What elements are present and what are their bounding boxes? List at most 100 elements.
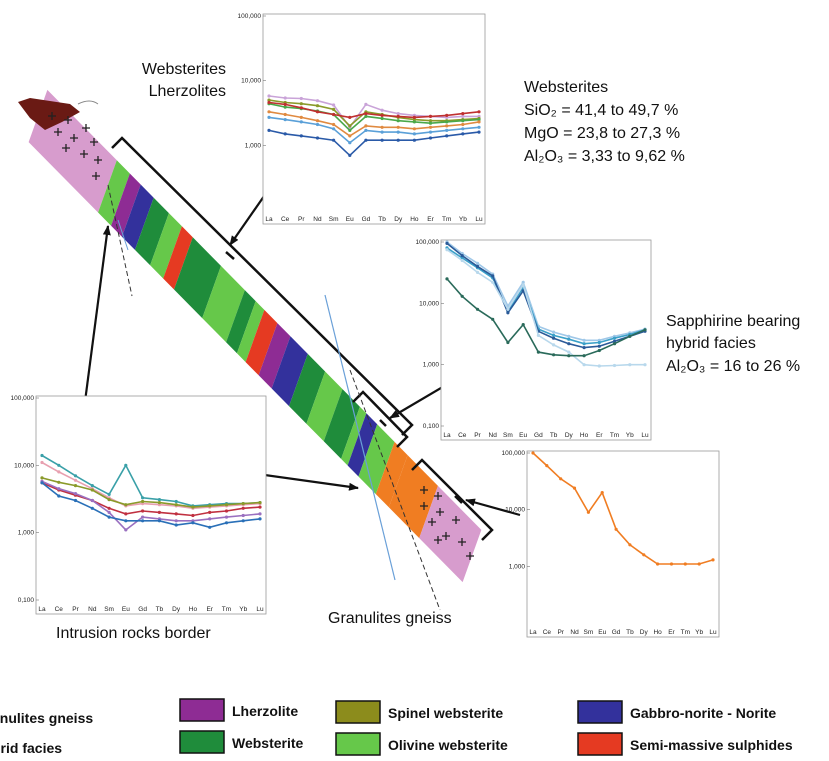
data-point — [445, 277, 449, 281]
data-point — [332, 138, 336, 142]
chart-granulites: 100,000 10,000 1,000 La Ce Pr Nd Sm Eu Gd Tb Dy Ho Er… — [502, 450, 720, 638]
cross-symbol — [420, 486, 428, 494]
data-point — [545, 464, 549, 468]
data-point — [597, 364, 601, 368]
band-section — [341, 406, 367, 466]
x-tick-label: Er — [596, 432, 603, 439]
data-point — [412, 132, 416, 136]
data-point — [597, 344, 601, 348]
annotations: Websterites Lherzolites Websterites SiO₂… — [56, 61, 800, 642]
data-point — [445, 248, 449, 252]
label-websterites-title: Websterites — [142, 61, 226, 78]
data-point — [582, 363, 586, 367]
x-tick-label: Eu — [519, 432, 527, 439]
data-point — [396, 112, 400, 116]
data-point — [445, 128, 449, 132]
data-point — [299, 115, 303, 119]
x-tick-label: Eu — [346, 216, 354, 223]
data-point — [586, 510, 591, 514]
data-point — [141, 496, 145, 500]
data-point — [208, 525, 212, 529]
data-point — [461, 112, 465, 116]
x-tick-label: Tm — [681, 629, 690, 636]
legend-label: Semi-massive sulphides — [630, 737, 793, 753]
data-point — [628, 363, 632, 367]
data-point — [267, 100, 271, 105]
data-point — [299, 96, 303, 101]
band-section — [202, 265, 245, 343]
data-point — [491, 317, 495, 321]
y-tick-label: 1,000 — [509, 563, 526, 570]
x-tick-label: Pr — [474, 432, 481, 439]
data-point — [267, 115, 271, 119]
data-point — [428, 119, 433, 123]
data-point — [445, 134, 449, 138]
x-tick-label: Tm — [222, 606, 231, 613]
x-tick-label: Eu — [122, 606, 130, 613]
data-point — [174, 523, 178, 527]
data-point — [628, 334, 632, 338]
data-point — [491, 274, 495, 278]
data-point — [191, 521, 195, 525]
data-point — [364, 112, 368, 116]
data-point — [582, 342, 586, 346]
data-point — [224, 521, 229, 525]
data-point — [711, 558, 715, 562]
x-tick-label: La — [265, 216, 273, 223]
series-line — [268, 99, 480, 127]
data-point — [380, 108, 384, 112]
series-line — [41, 454, 261, 507]
data-point — [597, 340, 601, 345]
series-line — [268, 116, 480, 144]
data-point — [124, 503, 128, 507]
x-tick-label: Nd — [88, 606, 97, 613]
data-point — [380, 138, 384, 142]
y-tick-label: 0,100 — [423, 423, 440, 430]
x-tick-label: Er — [206, 606, 213, 613]
data-point — [332, 103, 336, 107]
bracket-sapphirine — [352, 390, 409, 448]
y-tick-label: 100,000 — [502, 450, 526, 457]
data-point — [141, 515, 145, 519]
data-point — [124, 519, 128, 523]
x-tick-label: Tb — [156, 606, 164, 613]
data-point — [396, 114, 400, 118]
data-point — [477, 118, 481, 122]
x-tick-label: Tb — [626, 629, 634, 636]
data-point — [348, 153, 352, 157]
data-point — [380, 130, 384, 134]
data-point — [57, 463, 61, 467]
x-tick-label: Pr — [72, 606, 79, 613]
data-point — [572, 486, 577, 490]
data-point — [124, 528, 128, 532]
x-tick-label: Nd — [313, 216, 322, 223]
sapphirine-title: Sapphirine bearing — [666, 313, 800, 330]
data-point — [73, 474, 78, 478]
cross-symbol — [90, 138, 98, 146]
data-point — [536, 333, 541, 337]
data-point — [315, 110, 320, 114]
legend-label: Spinel websterite — [388, 705, 503, 721]
data-point — [299, 120, 303, 124]
data-point — [412, 138, 416, 142]
data-point — [396, 138, 400, 142]
data-point — [283, 118, 287, 122]
x-tick-label: Pr — [298, 216, 305, 223]
cross-symbol — [428, 518, 436, 526]
data-point — [107, 506, 111, 510]
data-point — [90, 506, 94, 510]
legend-item: Spinel websterite — [335, 700, 503, 724]
data-point — [567, 334, 571, 338]
data-point — [506, 311, 510, 315]
cross-symbol — [80, 150, 88, 158]
data-point — [521, 280, 525, 284]
data-point — [396, 125, 400, 129]
sapphirine-al2o3: Al₂O₃ = 16 to 26 % — [666, 358, 800, 375]
series-line — [268, 101, 480, 119]
data-point — [445, 241, 449, 245]
x-tick-label: Er — [427, 216, 434, 223]
data-point — [477, 110, 481, 114]
legend-label: Olivine websterite — [388, 737, 508, 753]
data-point — [332, 127, 336, 131]
data-point — [40, 453, 44, 458]
